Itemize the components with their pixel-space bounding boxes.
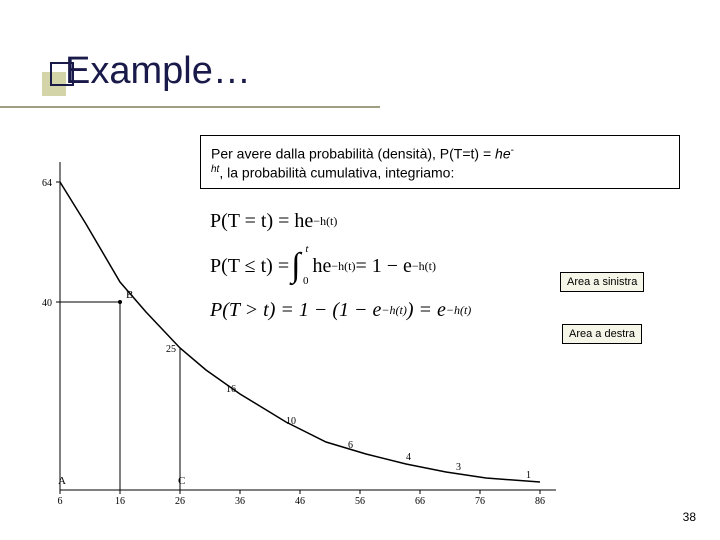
title-underline — [0, 106, 380, 108]
svg-text:16: 16 — [226, 384, 236, 395]
svg-text:4: 4 — [406, 452, 411, 463]
svg-text:6: 6 — [348, 440, 353, 451]
svg-text:C: C — [178, 475, 185, 487]
svg-text:25: 25 — [166, 344, 176, 355]
svg-text:10: 10 — [286, 416, 296, 427]
svg-text:40: 40 — [42, 298, 52, 309]
slide-title: Example… — [65, 50, 251, 93]
svg-text:A: A — [58, 475, 66, 487]
svg-text:76: 76 — [475, 496, 485, 507]
label-area-sinistra: Area a sinistra — [560, 272, 644, 292]
svg-text:1: 1 — [526, 470, 531, 481]
svg-text:36: 36 — [235, 496, 245, 507]
svg-text:26: 26 — [175, 496, 185, 507]
page-number: 38 — [683, 510, 696, 524]
svg-text:46: 46 — [295, 496, 305, 507]
svg-text:6: 6 — [58, 496, 63, 507]
svg-text:86: 86 — [535, 496, 545, 507]
svg-text:56: 56 — [355, 496, 365, 507]
svg-text:16: 16 — [115, 496, 125, 507]
svg-text:B: B — [126, 289, 133, 301]
svg-text:64: 64 — [42, 178, 52, 189]
svg-text:66: 66 — [415, 496, 425, 507]
decay-curve-chart: 644061626364656667686BAC2516106431 — [26, 152, 566, 522]
label-area-destra: Area a destra — [562, 324, 642, 344]
slide-title-area: Example… — [65, 50, 251, 93]
svg-text:3: 3 — [456, 462, 461, 473]
